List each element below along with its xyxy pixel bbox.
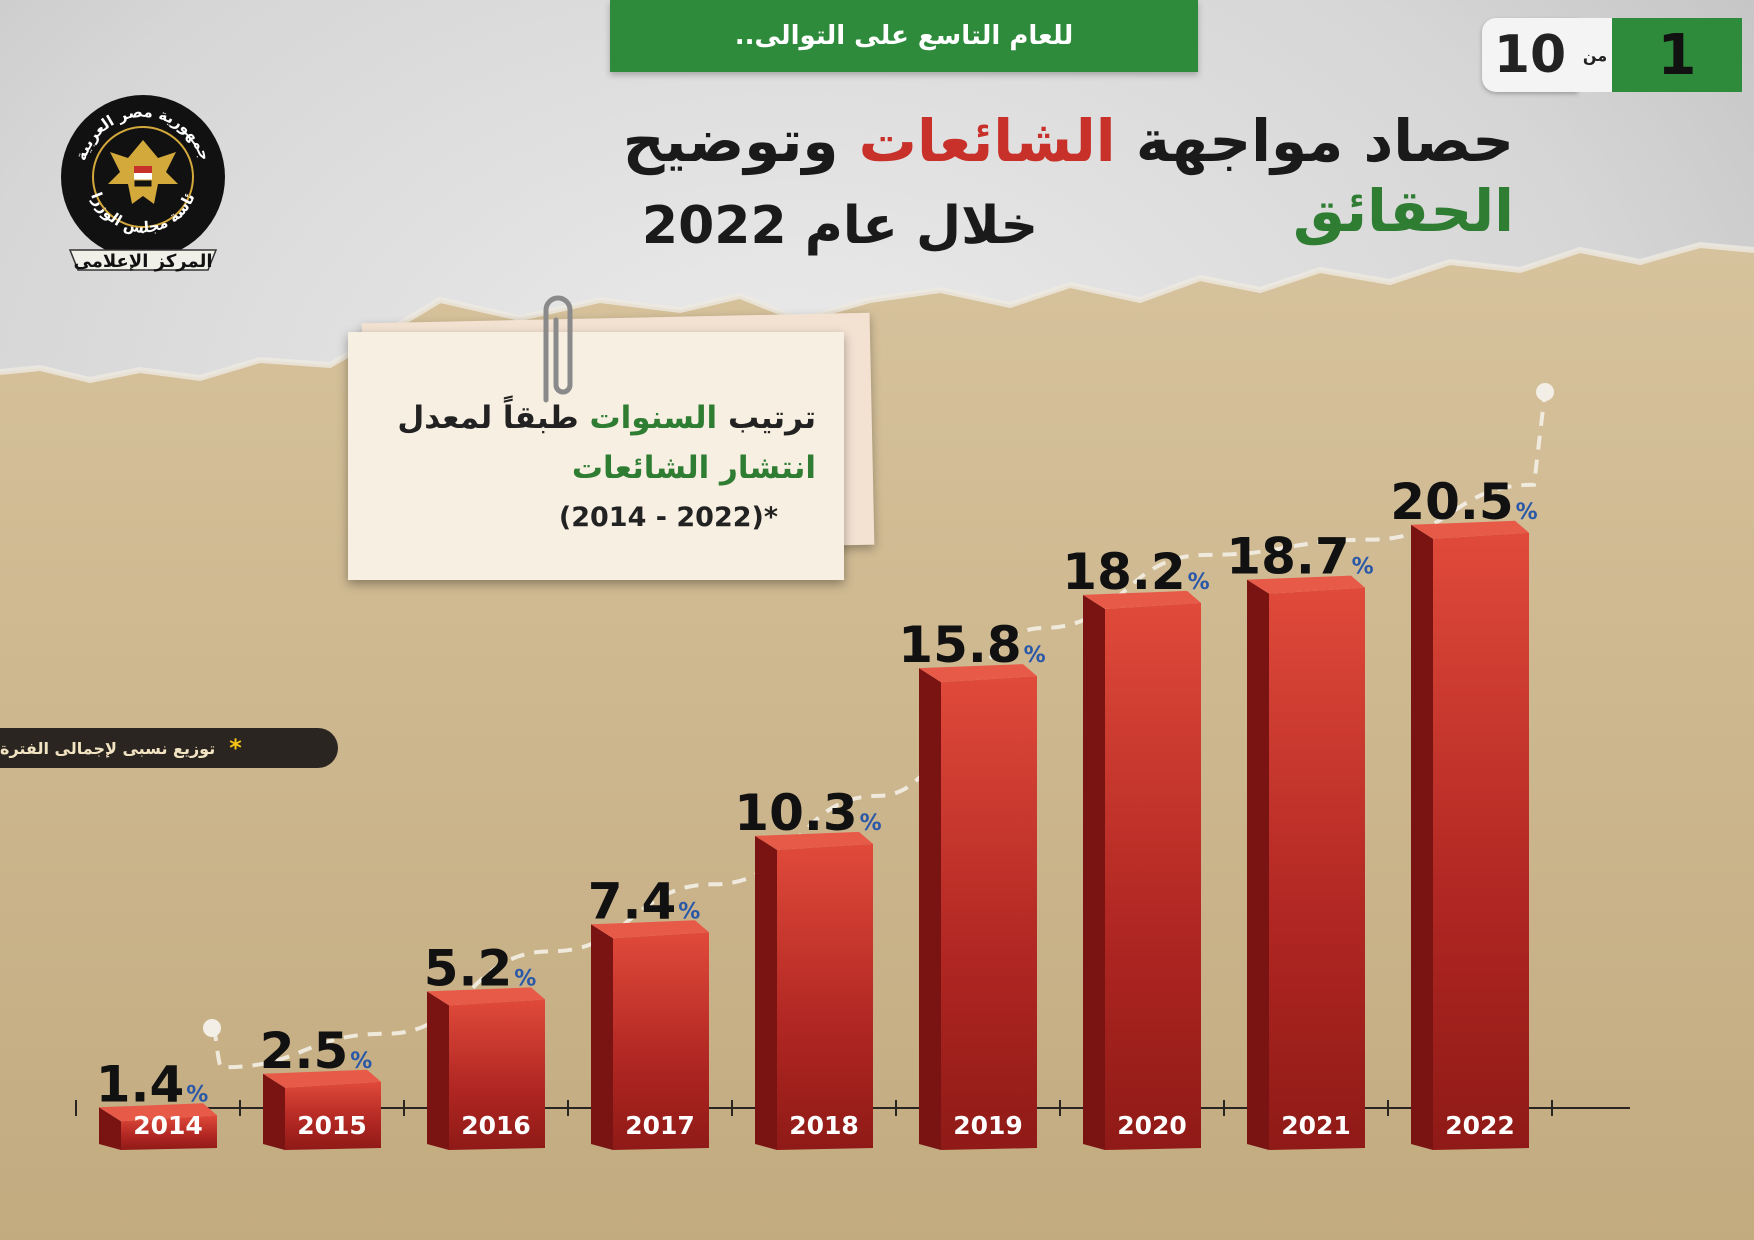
bar-front xyxy=(121,1115,217,1150)
bar-2014 xyxy=(99,1103,217,1150)
eagle-icon xyxy=(108,140,178,204)
note-line-2: انتشار الشائعات xyxy=(571,450,816,486)
footnote-text: توزيع نسبى لإجمالى الفترة xyxy=(0,738,216,758)
bar-top xyxy=(263,1069,381,1088)
note-card: ترتيب السنوات طبقاً لمعدل انتشار الشائعا… xyxy=(348,332,844,580)
title-rumors-word: الشائعات xyxy=(858,107,1116,175)
data-label-2022: 20.5% xyxy=(1390,473,1537,531)
trend-end-dot xyxy=(1536,383,1554,401)
x-tick-label-2020: 2020 xyxy=(1117,1111,1187,1140)
x-tick-label-2016: 2016 xyxy=(461,1111,531,1140)
page-current: 1 xyxy=(1612,18,1742,92)
page-counter: 10 من 1 xyxy=(1482,18,1742,92)
x-tick-label-2021: 2021 xyxy=(1281,1111,1351,1140)
bar-2020 xyxy=(1083,590,1201,1150)
top-banner: للعام التاسع على التوالى.. xyxy=(610,0,1198,72)
data-label-2016: 5.2% xyxy=(424,939,537,997)
note-line-1: ترتيب السنوات طبقاً لمعدل xyxy=(397,400,816,436)
title-part-1: حصاد مواجهة xyxy=(1115,107,1514,175)
cabinet-media-center-logo: جمهورية مصر العربية رئاسة مجلس الوزراء ا… xyxy=(58,92,225,272)
page-of-label: من xyxy=(1578,18,1612,92)
bar-side xyxy=(1247,579,1269,1150)
title-facts-word: الحقائق xyxy=(1292,177,1514,245)
bar-top xyxy=(1247,575,1365,594)
bar-2016 xyxy=(427,987,545,1150)
bar-top xyxy=(427,987,545,1006)
data-label-2017: 7.4% xyxy=(588,872,701,930)
bar-2017 xyxy=(591,920,709,1150)
bar-side xyxy=(1083,594,1105,1150)
bar-2021 xyxy=(1247,575,1365,1150)
bar-front xyxy=(1269,587,1365,1150)
data-label-2014: 1.4% xyxy=(96,1055,209,1113)
footnote-pill: * توزيع نسبى لإجمالى الفترة xyxy=(0,728,338,768)
trend-start-dot xyxy=(203,1019,221,1037)
bar-side xyxy=(263,1073,285,1150)
x-tick-label-2015: 2015 xyxy=(297,1111,367,1140)
data-label-2015: 2.5% xyxy=(260,1022,373,1080)
x-tick-label-2019: 2019 xyxy=(953,1111,1023,1140)
data-label-2021: 18.7% xyxy=(1226,528,1373,586)
note-line-3: (2014 - 2022)* xyxy=(558,502,778,533)
bar-side xyxy=(591,924,613,1150)
bar-2019 xyxy=(919,664,1037,1150)
paperclip-icon xyxy=(543,295,573,403)
bar-top xyxy=(919,664,1037,683)
bar-side xyxy=(1411,524,1433,1150)
bar-front xyxy=(777,843,873,1150)
bar-front xyxy=(1433,532,1529,1150)
sub-title: خلال عام 2022 xyxy=(641,196,1039,256)
note-line-1-part-1: ترتيب xyxy=(717,400,816,436)
bar-top xyxy=(591,920,709,939)
bar-side xyxy=(427,991,449,1150)
bar-side xyxy=(755,835,777,1150)
main-title: حصاد مواجهة الشائعات وتوضيح الحقائق xyxy=(414,106,1514,246)
note-line-1-part-2: السنوات xyxy=(589,400,718,436)
title-part-3: وتوضيح xyxy=(622,107,859,175)
page-total: 10 xyxy=(1482,18,1578,92)
top-banner-text: للعام التاسع على التوالى.. xyxy=(734,21,1074,51)
bar-front xyxy=(613,932,709,1150)
bar-top xyxy=(1411,520,1529,539)
bar-top xyxy=(1083,590,1201,609)
trend-line xyxy=(210,391,1547,1070)
bar-top xyxy=(755,831,873,850)
bar-front xyxy=(449,999,545,1150)
bar-front xyxy=(285,1081,381,1150)
x-tick-label-2014: 2014 xyxy=(133,1111,203,1140)
data-label-2018: 10.3% xyxy=(734,784,881,842)
data-label-2019: 15.8% xyxy=(898,616,1045,674)
bar-2015 xyxy=(263,1069,381,1150)
x-tick-label-2022: 2022 xyxy=(1445,1111,1515,1140)
logo-ribbon-text: المركز الإعلامى xyxy=(73,251,212,272)
bar-front xyxy=(941,676,1037,1150)
bar-front xyxy=(1105,602,1201,1150)
bar-top xyxy=(99,1103,217,1122)
bar-side xyxy=(919,668,941,1150)
bar-side xyxy=(99,1107,121,1150)
bar-2018 xyxy=(755,831,873,1150)
bar-2022 xyxy=(1411,520,1529,1150)
note-line-1-part-3: طبقاً لمعدل xyxy=(397,400,590,436)
data-label-2020: 18.2% xyxy=(1062,543,1209,601)
x-tick-label-2018: 2018 xyxy=(789,1111,859,1140)
footnote-star: * xyxy=(229,734,242,762)
x-tick-label-2017: 2017 xyxy=(625,1111,695,1140)
